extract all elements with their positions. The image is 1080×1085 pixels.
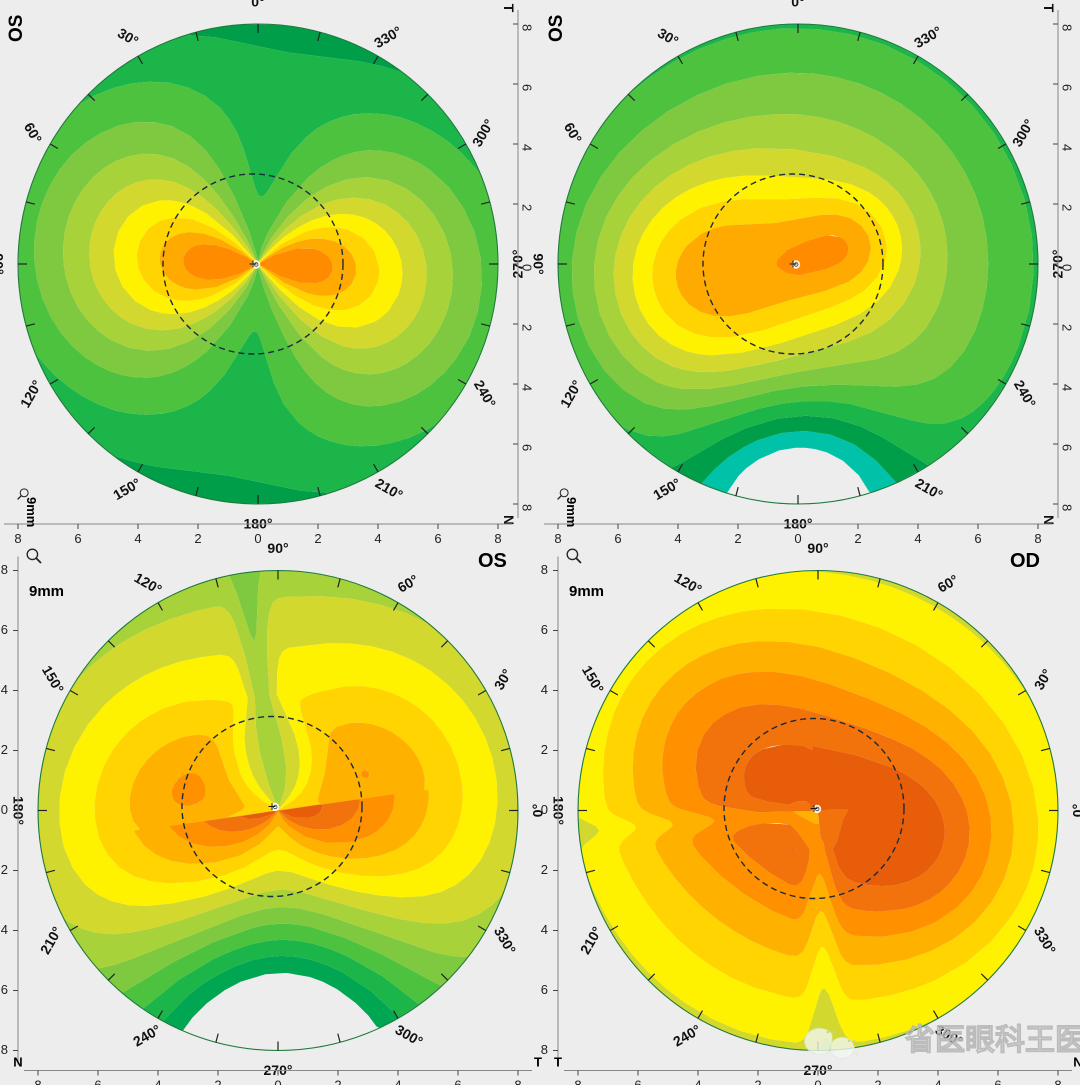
- svg-text:8: 8: [494, 531, 501, 546]
- svg-text:8: 8: [14, 531, 21, 546]
- svg-text:OS: OS: [6, 15, 27, 42]
- svg-text:8: 8: [1034, 531, 1041, 546]
- svg-text:8: 8: [574, 1078, 581, 1085]
- svg-text:6: 6: [614, 531, 621, 546]
- svg-text:2: 2: [314, 531, 321, 546]
- svg-text:0: 0: [520, 264, 535, 271]
- svg-text:8: 8: [34, 1078, 41, 1085]
- svg-text:6: 6: [541, 622, 548, 637]
- svg-text:4: 4: [934, 1078, 941, 1085]
- svg-text:4: 4: [520, 144, 535, 151]
- svg-text:2: 2: [1060, 324, 1075, 331]
- svg-text:8: 8: [554, 531, 561, 546]
- svg-text:6: 6: [74, 531, 81, 546]
- svg-text:2: 2: [214, 1078, 221, 1085]
- svg-text:0: 0: [794, 531, 801, 546]
- svg-text:2: 2: [1060, 204, 1075, 211]
- svg-text:OD: OD: [1010, 550, 1040, 572]
- svg-text:OS: OS: [546, 15, 567, 42]
- svg-text:6: 6: [634, 1078, 641, 1085]
- svg-text:2: 2: [1, 742, 8, 757]
- svg-text:4: 4: [394, 1078, 401, 1085]
- svg-text:8: 8: [1, 562, 8, 577]
- svg-text:6: 6: [520, 84, 535, 91]
- svg-text:8: 8: [1060, 504, 1075, 511]
- svg-text:0: 0: [814, 1078, 821, 1085]
- svg-text:4: 4: [541, 682, 548, 697]
- svg-text:9mm: 9mm: [569, 583, 604, 600]
- svg-text:6: 6: [94, 1078, 101, 1085]
- svg-text:T: T: [1041, 4, 1057, 13]
- svg-text:6: 6: [454, 1078, 461, 1085]
- svg-text:0: 0: [541, 802, 548, 817]
- svg-text:OS: OS: [478, 550, 507, 572]
- svg-text:4: 4: [541, 922, 548, 937]
- svg-text:0: 0: [274, 1078, 281, 1085]
- svg-text:2: 2: [541, 862, 548, 877]
- svg-text:4: 4: [1, 682, 8, 697]
- svg-text:4: 4: [1060, 144, 1075, 151]
- svg-text:9mm: 9mm: [29, 583, 64, 600]
- svg-text:6: 6: [1, 982, 8, 997]
- svg-text:6: 6: [1060, 444, 1075, 451]
- svg-text:2: 2: [1, 862, 8, 877]
- svg-text:2: 2: [754, 1078, 761, 1085]
- svg-text:0°: 0°: [251, 0, 264, 10]
- svg-text:省医眼科王医生: 省医眼科王医生: [905, 1024, 1080, 1057]
- svg-text:4: 4: [154, 1078, 161, 1085]
- svg-text:90°: 90°: [807, 540, 828, 556]
- svg-text:2: 2: [541, 742, 548, 757]
- svg-text:90°: 90°: [0, 253, 6, 274]
- svg-text:6: 6: [520, 444, 535, 451]
- svg-text:8: 8: [541, 562, 548, 577]
- svg-text:0: 0: [1, 802, 8, 817]
- svg-text:8: 8: [1054, 1078, 1061, 1085]
- svg-text:4: 4: [694, 1078, 701, 1085]
- svg-text:8: 8: [1060, 24, 1075, 31]
- svg-text:T: T: [554, 1055, 562, 1070]
- svg-text:4: 4: [914, 531, 921, 546]
- svg-text:T: T: [501, 4, 517, 13]
- svg-text:4: 4: [1060, 384, 1075, 391]
- svg-text:2: 2: [520, 204, 535, 211]
- svg-text:8: 8: [520, 504, 535, 511]
- svg-text:0: 0: [1060, 264, 1075, 271]
- svg-text:2: 2: [874, 1078, 881, 1085]
- svg-text:0°: 0°: [1070, 804, 1080, 817]
- svg-text:4: 4: [674, 531, 681, 546]
- svg-text:6: 6: [974, 531, 981, 546]
- svg-text:6: 6: [1060, 84, 1075, 91]
- svg-text:4: 4: [374, 531, 381, 546]
- svg-text:8: 8: [514, 1078, 521, 1085]
- svg-text:6: 6: [1, 622, 8, 637]
- svg-text:4: 4: [520, 384, 535, 391]
- svg-text:2: 2: [334, 1078, 341, 1085]
- svg-text:0: 0: [254, 531, 261, 546]
- svg-text:2: 2: [854, 531, 861, 546]
- svg-text:2: 2: [734, 531, 741, 546]
- svg-text:90°: 90°: [267, 540, 288, 556]
- svg-text:9mm: 9mm: [24, 497, 39, 527]
- svg-text:2: 2: [520, 324, 535, 331]
- svg-text:8: 8: [1, 1042, 8, 1057]
- svg-text:2: 2: [194, 531, 201, 546]
- svg-text:6: 6: [541, 982, 548, 997]
- svg-text:0°: 0°: [791, 0, 804, 10]
- svg-text:N: N: [13, 1055, 22, 1070]
- svg-text:4: 4: [1, 922, 8, 937]
- svg-text:4: 4: [134, 531, 141, 546]
- svg-text:8: 8: [520, 24, 535, 31]
- svg-text:9mm: 9mm: [564, 497, 579, 527]
- svg-text:6: 6: [434, 531, 441, 546]
- svg-text:6: 6: [994, 1078, 1001, 1085]
- svg-text:T: T: [534, 1055, 542, 1070]
